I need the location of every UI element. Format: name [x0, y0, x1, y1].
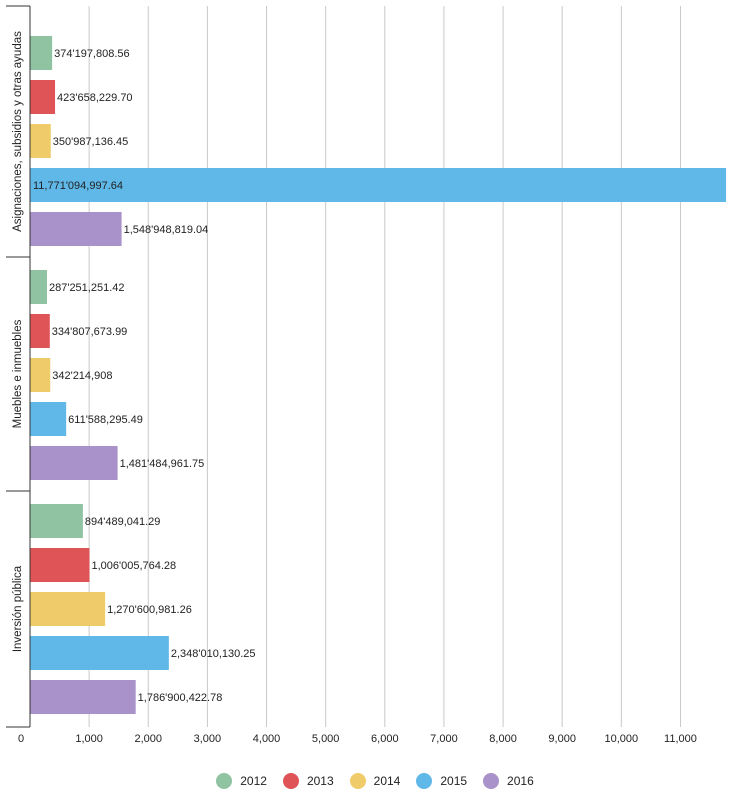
- data-label: 1,006'005,764.28: [91, 560, 176, 572]
- data-label: 350'987,136.45: [53, 136, 129, 148]
- legend-label: 2016: [507, 774, 534, 788]
- category-label: Inversión pública: [12, 565, 24, 652]
- bar-chart: 374'197,808.56 423'658,229.70 350'987,136.…: [6, 5, 727, 745]
- x-tick-label: 11,000: [664, 733, 697, 745]
- category-label: Muebles e inmuebles: [12, 319, 24, 428]
- x-tick-label: 4,000: [253, 733, 281, 745]
- bar: [30, 358, 51, 392]
- bar: [30, 504, 83, 538]
- legend-label: 2012: [240, 774, 267, 788]
- legend-swatch: [416, 773, 433, 789]
- x-tick-label: 0: [18, 733, 24, 745]
- category-label: Asignaciones, subsidios y otras ayudas: [12, 31, 24, 232]
- x-tick-label: 6,000: [371, 733, 399, 745]
- category-labels: Asignaciones, subsidios y otras ayudas Mu…: [12, 31, 24, 652]
- x-tick-label: 1,000: [75, 733, 103, 745]
- x-tick-label: 5,000: [312, 733, 340, 745]
- bar: [30, 124, 51, 158]
- legend-label: 2014: [373, 774, 401, 788]
- data-label: 1,481'484,961.75: [120, 458, 205, 470]
- data-label: 11,771'094,997.64: [33, 180, 123, 192]
- legend-swatch: [349, 773, 366, 789]
- data-label: 1,270'600,981.26: [107, 604, 192, 616]
- x-tick-label: 7,000: [430, 733, 458, 745]
- legend-item: 2012: [216, 773, 267, 789]
- bar: [30, 636, 169, 670]
- bar: [30, 80, 56, 114]
- legend-item: 2015: [416, 773, 467, 789]
- x-tick-labels: 0 1,000 2,000 3,000 4,000 5,000 6,000 7,000 8,00…: [18, 733, 697, 745]
- bar: [30, 446, 118, 480]
- x-tick-label: 8,000: [489, 733, 517, 745]
- data-label: 2,348'010,130.25: [171, 648, 256, 660]
- bar: [30, 314, 50, 348]
- bar: [30, 270, 47, 304]
- bar: [30, 680, 136, 714]
- legend-swatch: [216, 773, 233, 789]
- data-label: 423'658,229.70: [57, 92, 133, 104]
- data-label: 374'197,808.56: [54, 48, 130, 60]
- bar: [30, 168, 727, 202]
- bar: [30, 402, 67, 436]
- legend-item: 2013: [282, 773, 334, 789]
- bar: [30, 548, 90, 582]
- x-tick-label: 2,000: [135, 733, 163, 745]
- axes: [6, 5, 31, 728]
- legend-label: 2015: [440, 774, 468, 788]
- legend-swatch: [282, 773, 299, 789]
- legend-swatch: [483, 773, 500, 789]
- gridlines: [88, 6, 681, 727]
- bar: [30, 592, 106, 626]
- legend-label: 2013: [306, 774, 334, 788]
- data-label: 334'807,673.99: [52, 326, 128, 338]
- data-label: 342'214,908: [52, 370, 112, 382]
- legend-item: 2014: [349, 773, 401, 789]
- bar: [30, 212, 122, 246]
- data-label: 287'251,251.42: [49, 282, 125, 294]
- data-label: 1,548'948,819.04: [124, 224, 209, 236]
- legend: 2012 2013 2014 2015 2016: [0, 770, 750, 792]
- bar: [30, 36, 53, 70]
- legend-item: 2016: [483, 773, 534, 789]
- x-tick-label: 10,000: [605, 733, 639, 745]
- data-label: 611'588,295.49: [68, 414, 143, 426]
- data-label: 894'489,041.29: [85, 516, 161, 528]
- x-tick-label: 9,000: [548, 733, 576, 745]
- x-tick-label: 3,000: [194, 733, 222, 745]
- data-label: 1,786'900,422.78: [138, 692, 223, 704]
- bars: 374'197,808.56 423'658,229.70 350'987,136.…: [30, 36, 727, 714]
